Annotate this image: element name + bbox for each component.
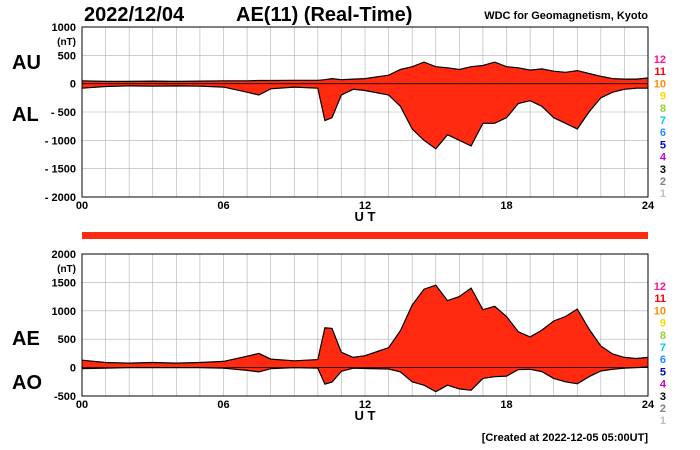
panel2-y-tick-label: 2000: [52, 249, 76, 261]
panel2-station-legend-12: 12: [654, 281, 666, 293]
panel2-y-tick-label: 500: [58, 334, 76, 346]
panel2-station-legend-2: 2: [660, 403, 666, 415]
panel2-y-tick-label: 1500: [52, 277, 76, 289]
panel2-y-tick-label: -500: [54, 391, 76, 403]
panel1-station-legend-12: 12: [654, 54, 666, 66]
panel2-x-tick-label: 18: [500, 399, 512, 411]
panel1-series-au-line: [81, 61, 649, 83]
panel1-station-legend-5: 5: [660, 139, 666, 151]
panel1-station-legend-4: 4: [660, 152, 667, 164]
panel2-y-tick-label: 1000: [52, 306, 76, 318]
panel1-station-legend-2: 2: [660, 176, 666, 188]
panel1-series-al-line: [81, 85, 648, 150]
panel1-x-tick-label: 12: [359, 200, 371, 212]
organization-label: WDC for Geomagnetism, Kyoto: [484, 10, 648, 22]
created-timestamp: [Created at 2022-12-05 05:00UT]: [481, 432, 648, 444]
panel1-y-tick-label: - 1500: [45, 164, 76, 176]
index-title: AE(11) (Real-Time): [236, 4, 413, 26]
panel1-x-axis-label: U T: [355, 209, 376, 224]
panel2-station-legend-9: 9: [660, 318, 666, 330]
panel2-x-tick-label: 00: [76, 399, 88, 411]
panel2-station-legend-7: 7: [660, 342, 666, 354]
panel2-station-legend-8: 8: [660, 330, 666, 342]
panel2-x-axis-label: U T: [355, 408, 376, 423]
panel1-station-legend-6: 6: [660, 127, 666, 139]
panel1-station-legend-3: 3: [660, 164, 666, 176]
panel1-station-legend-1: 1: [660, 188, 666, 200]
panel2-series-ae-line: [81, 284, 649, 364]
panel1-x-tick-label: 00: [76, 200, 88, 212]
panel2-station-legend-3: 3: [660, 391, 666, 403]
panel2-station-legend-11: 11: [654, 293, 666, 305]
panel1-y-tick-label: 1000: [52, 22, 76, 34]
panel1-station-legend-7: 7: [660, 115, 666, 127]
panel1-y-tick-label: - 2000: [45, 192, 76, 204]
panel2-x-tick-label: 12: [359, 399, 371, 411]
au-label: AU: [12, 52, 41, 74]
panel2-station-legend-5: 5: [660, 366, 666, 378]
panel2-station-legend-4: 4: [660, 379, 667, 391]
panel2-y-tick-label: 0: [70, 363, 76, 375]
panel1-y-tick-label: 0: [70, 79, 76, 91]
panel1-frame: [81, 26, 649, 198]
ao-label: AO: [12, 372, 42, 394]
panel1-station-legend-11: 11: [654, 66, 666, 78]
panel1-station-legend-9: 9: [660, 91, 666, 103]
panel1-y-tick-label: - 1000: [45, 135, 76, 147]
panel2-station-legend-10: 10: [654, 305, 666, 317]
panel1-unit-label: (nT): [57, 37, 76, 48]
panel2-series-ao-line: [81, 366, 649, 393]
panel1-x-tick-label: 18: [500, 200, 512, 212]
ae-label: AE: [12, 328, 40, 350]
panel1-station-legend-10: 10: [654, 78, 666, 90]
panel2-x-tick-label: 06: [217, 399, 229, 411]
panel1-y-tick-label: - 500: [51, 107, 76, 119]
panel2-band-area: [82, 285, 648, 392]
panel1-station-legend-8: 8: [660, 103, 666, 115]
panel2-station-legend-1: 1: [660, 415, 666, 427]
panel1-x-tick-label: 24: [642, 200, 655, 212]
al-label: AL: [12, 104, 39, 126]
panel2-unit-label: (nT): [57, 264, 76, 275]
panel2-station-legend-6: 6: [660, 354, 666, 366]
date-title: 2022/12/04: [84, 4, 185, 26]
panel1-y-tick-label: 500: [58, 50, 76, 62]
data-coverage-bar: [82, 232, 648, 239]
panel1-x-tick-label: 06: [217, 200, 229, 212]
panel2-frame: [81, 253, 649, 397]
panel2-x-tick-label: 24: [642, 399, 655, 411]
